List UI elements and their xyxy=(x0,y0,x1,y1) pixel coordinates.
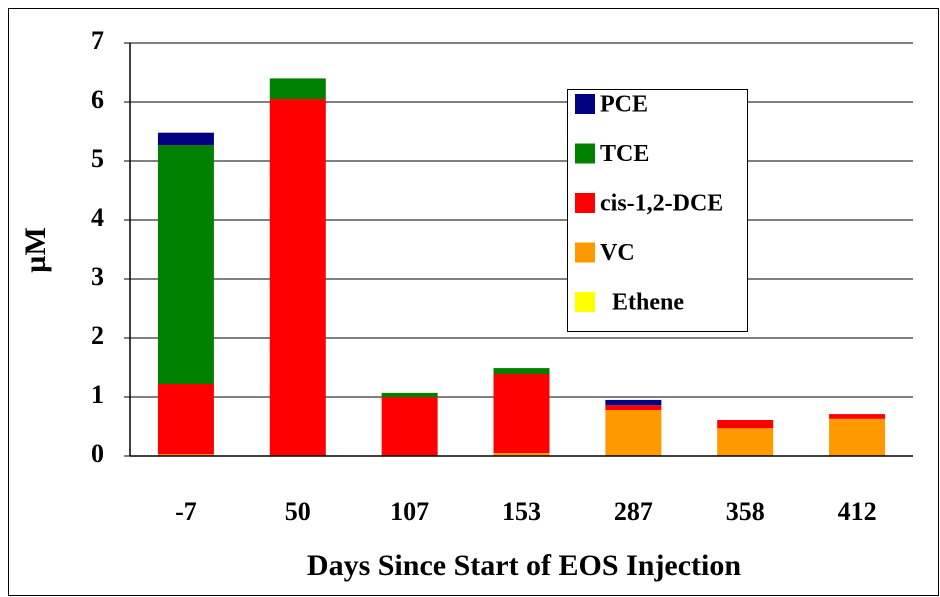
x-tick-label: 107 xyxy=(390,497,429,526)
bar-segment xyxy=(157,132,214,146)
bar-segment xyxy=(493,368,550,374)
chart-frame xyxy=(8,8,939,596)
legend-swatch xyxy=(575,292,595,312)
legend-box xyxy=(567,89,748,332)
bar-segment xyxy=(605,409,662,456)
bar-segment xyxy=(493,453,550,456)
legend-swatch xyxy=(575,143,595,164)
y-axis-title: µM xyxy=(19,227,52,273)
legend-label: Ethene xyxy=(612,290,684,316)
bar-segment xyxy=(269,99,326,457)
bar-segment xyxy=(829,418,886,456)
bar-segment xyxy=(605,399,662,406)
bar-segment xyxy=(157,384,214,455)
legend-label: cis-1,2-DCE xyxy=(600,191,723,217)
bar-segment xyxy=(829,414,886,419)
y-tick-label: 3 xyxy=(91,262,104,291)
bar-segment xyxy=(605,405,662,410)
legend-label: VC xyxy=(600,240,635,266)
x-axis-title: Days Since Start of EOS Injection xyxy=(307,549,741,582)
y-tick-label: 2 xyxy=(91,321,104,350)
bar-segment xyxy=(717,420,774,429)
x-tick-label: 287 xyxy=(614,497,653,526)
y-tick-label: 5 xyxy=(91,144,104,173)
x-tick-label: 412 xyxy=(838,497,877,526)
x-tick-label: 50 xyxy=(285,497,311,526)
bar-segment xyxy=(493,373,550,454)
y-tick-label: 0 xyxy=(91,439,104,468)
x-tick-label: 358 xyxy=(726,497,765,526)
y-tick-label: 6 xyxy=(91,85,104,114)
bar-segment xyxy=(157,145,214,385)
bar-segment xyxy=(381,392,438,397)
bar-segment xyxy=(381,397,438,456)
y-tick-label: 7 xyxy=(91,26,104,55)
bar-segment xyxy=(269,78,326,100)
x-tick-label: -7 xyxy=(175,497,197,526)
legend-swatch xyxy=(575,193,595,213)
y-tick-label: 1 xyxy=(91,380,104,409)
bar-segment xyxy=(157,454,214,456)
legend-swatch xyxy=(575,94,595,114)
y-tick-label: 4 xyxy=(91,203,104,232)
legend-swatch xyxy=(575,242,595,263)
legend-label: PCE xyxy=(600,92,648,118)
x-tick-label: 153 xyxy=(502,497,541,526)
legend-label: TCE xyxy=(600,141,649,167)
bar-segment xyxy=(717,428,774,456)
